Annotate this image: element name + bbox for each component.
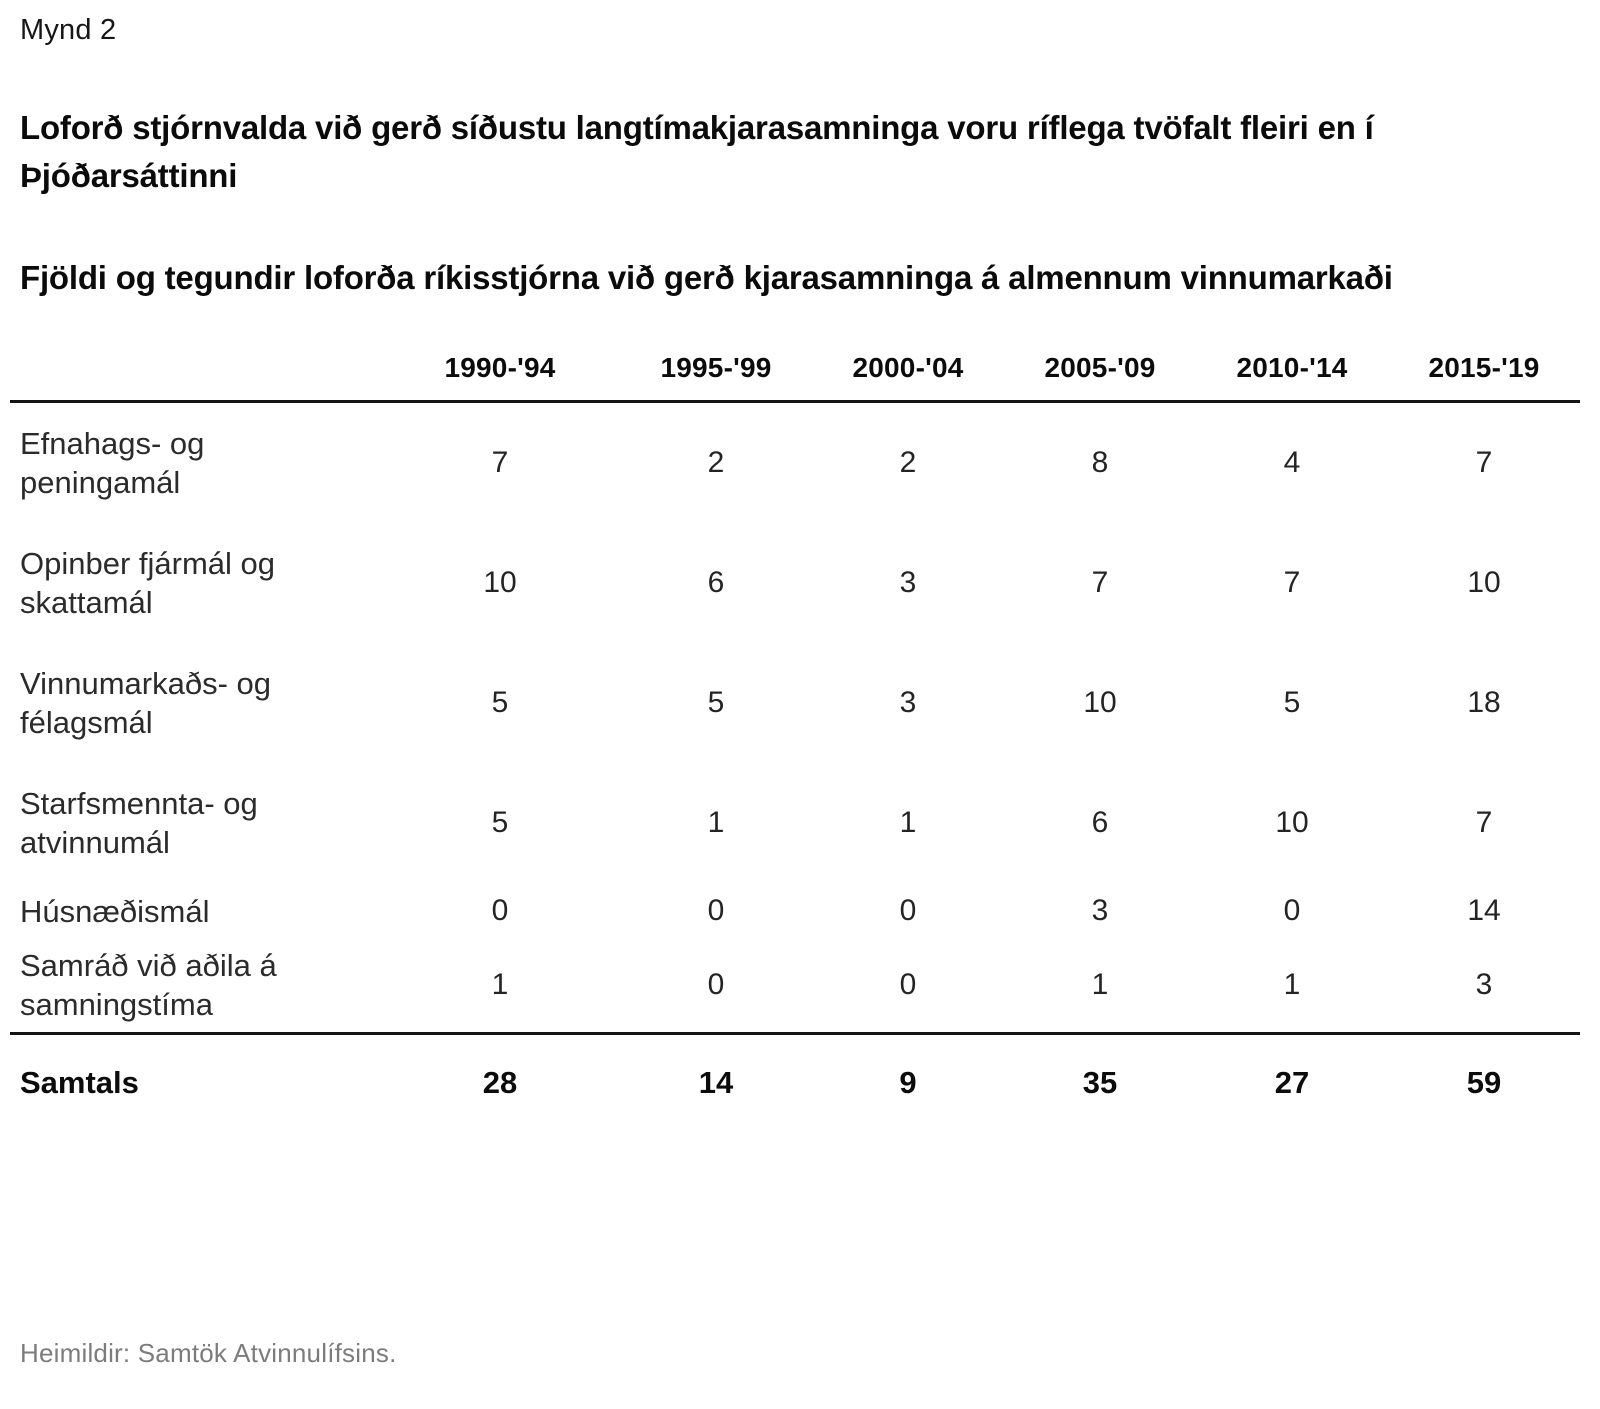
value-cell: 10: [1275, 805, 1309, 839]
row-label: Starfsmennta- og atvinnumál: [20, 785, 258, 860]
value-cell: 10: [483, 565, 517, 599]
value-cell: 7: [1475, 445, 1493, 479]
value-cell: 1: [1004, 939, 1196, 1036]
value-cell: 6: [1091, 805, 1109, 839]
value-cell: 7: [1283, 565, 1301, 599]
total-value-cell: 9: [899, 1065, 917, 1101]
table-header: 1990-'94 1995-'99 2000-'04 2005-'09 2010…: [10, 351, 1580, 403]
total-value-cell: 28: [482, 1065, 518, 1101]
value-cell: 7: [1091, 565, 1109, 599]
total-label: Samtals: [20, 1065, 139, 1101]
value-cell: 1: [1196, 939, 1388, 1036]
row-label: Vinnumarkaðs- og félagsmál: [20, 665, 272, 740]
row-label: Efnahags- og peningamál: [20, 425, 205, 500]
value-cell: 8: [1091, 445, 1109, 479]
value-cell: 7: [1475, 805, 1493, 839]
table-row-public-finance: Opinber fjármál og skattamál 10 6 3 7 7 …: [10, 523, 1580, 643]
column-header-empty: [10, 351, 380, 403]
row-label: Húsnæðismál: [20, 893, 210, 929]
value-cell: 2: [707, 445, 725, 479]
value-cell: 0: [812, 939, 1004, 1036]
value-cell: 3: [899, 565, 917, 599]
row-label: Opinber fjármál og skattamál: [20, 545, 276, 620]
table-row-education-employment: Starfsmennta- og atvinnumál 5 1 1 6 10 7: [10, 763, 1580, 883]
figure-headline: Loforð stjórnvalda við gerð síðustu lang…: [20, 109, 1374, 194]
row-label: Samráð við aðila á samningstíma: [10, 939, 380, 1036]
column-header-period-5: 2015-'19: [1388, 351, 1580, 403]
value-cell: 7: [491, 445, 509, 479]
value-cell: 10: [1083, 685, 1117, 719]
column-header-period-0: 1990-'94: [380, 351, 620, 403]
table-row-labour-market: Vinnumarkaðs- og félagsmál 5 5 3 10 5 18: [10, 643, 1580, 763]
figure-container: Mynd 2 Loforð stjórnvalda við gerð síðus…: [10, 14, 1580, 1103]
total-value-cell: 59: [1466, 1065, 1502, 1101]
total-value-cell: 35: [1082, 1065, 1118, 1101]
value-cell: 3: [1388, 939, 1580, 1036]
total-row: Samtals 28 14 9 35 27 59: [10, 1034, 1580, 1103]
figure-subtitle: Fjöldi og tegundir loforða ríkisstjórna …: [20, 258, 1393, 296]
column-header-period-1: 1995-'99: [620, 351, 812, 403]
value-cell: 18: [1467, 685, 1501, 719]
source-note: Heimildir: Samtök Atvinnulífsins.: [20, 1338, 397, 1368]
value-cell: 2: [899, 445, 917, 479]
value-cell: 10: [1467, 565, 1501, 599]
value-cell: 4: [1283, 445, 1301, 479]
value-cell: 0: [899, 894, 917, 928]
table-row-economy: Efnahags- og peningamál 7 2 2 8 4 7: [10, 401, 1580, 523]
value-cell: 5: [491, 685, 509, 719]
total-value-cell: 14: [698, 1065, 734, 1101]
value-cell: 1: [380, 939, 620, 1036]
column-header-period-3: 2005-'09: [1004, 351, 1196, 403]
value-cell: 0: [1283, 894, 1301, 928]
value-cell: 14: [1467, 894, 1501, 928]
figure-label: Mynd 2: [20, 14, 117, 46]
column-header-period-4: 2010-'14: [1196, 351, 1388, 403]
value-cell: 0: [620, 939, 812, 1036]
value-cell: 1: [899, 805, 917, 839]
value-cell: 6: [707, 565, 725, 599]
table-body: Efnahags- og peningamál 7 2 2 8 4 7 Opin…: [10, 401, 1580, 1036]
table-footer: Samtals 28 14 9 35 27 59: [10, 1034, 1580, 1103]
value-cell: 5: [491, 805, 509, 839]
total-value-cell: 27: [1274, 1065, 1310, 1101]
table-row-housing: Húsnæðismál 0 0 0 3 0 14: [10, 883, 1580, 940]
header-row: 1990-'94 1995-'99 2000-'04 2005-'09 2010…: [10, 351, 1580, 403]
value-cell: 3: [1091, 894, 1109, 928]
column-header-period-2: 2000-'04: [812, 351, 1004, 403]
value-cell: 5: [1283, 685, 1301, 719]
value-cell: 1: [707, 805, 725, 839]
value-cell: 0: [491, 894, 509, 928]
table-row-consultation: Samráð við aðila á samningstíma 1 0 0 1 …: [10, 939, 1580, 1036]
value-cell: 5: [707, 685, 725, 719]
promises-table: 1990-'94 1995-'99 2000-'04 2005-'09 2010…: [10, 351, 1580, 1103]
value-cell: 0: [707, 894, 725, 928]
value-cell: 3: [899, 685, 917, 719]
